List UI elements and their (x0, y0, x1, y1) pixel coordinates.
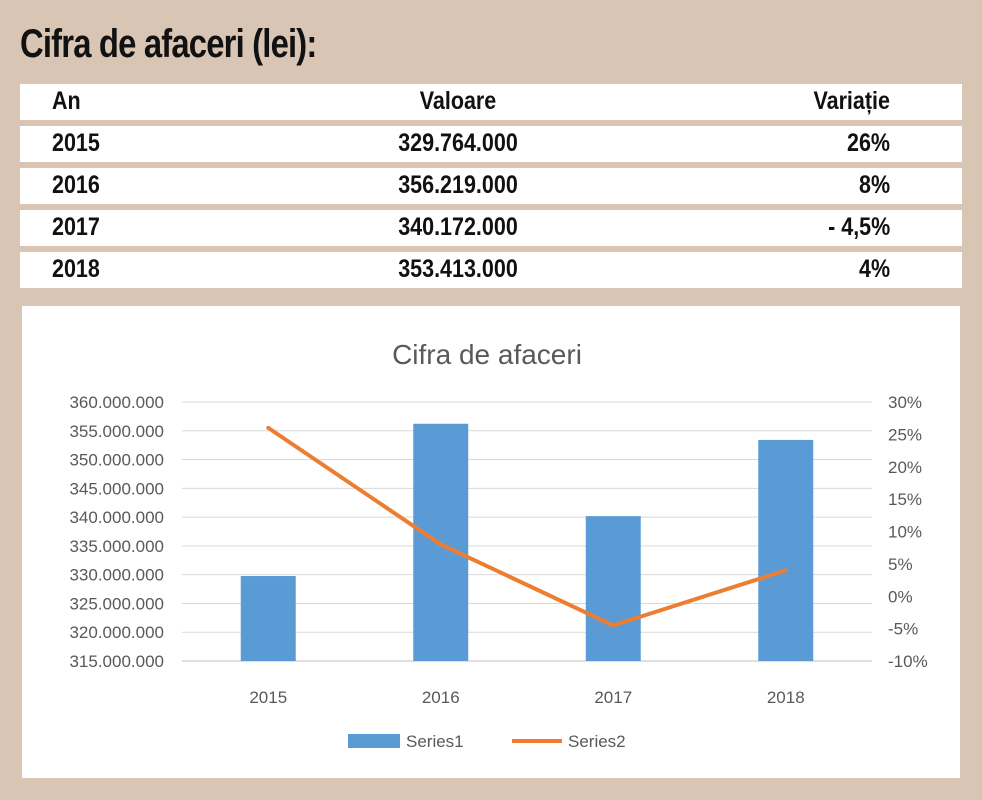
revenue-table: An Valoare Variație 2015 329.764.000 26%… (20, 84, 962, 294)
combo-chart: Cifra de afaceri 360.000.000355.000.0003… (69, 339, 928, 751)
cell-value: 353.413.000 (398, 255, 518, 283)
left-tick-label: 330.000.000 (69, 566, 164, 585)
x-tick-label: 2015 (249, 688, 287, 707)
table-header-row: An Valoare Variație (20, 84, 962, 120)
left-tick-label: 355.000.000 (69, 422, 164, 441)
chart-title: Cifra de afaceri (392, 339, 582, 370)
bar (585, 516, 641, 661)
cell-year: 2017 (52, 213, 100, 241)
left-tick-label: 335.000.000 (69, 537, 164, 556)
cell-variation: 26% (846, 129, 890, 157)
table-row: 2018 353.413.000 4% (20, 252, 962, 288)
gridlines (182, 401, 872, 662)
chart-panel: Cifra de afaceri 360.000.000 355.000.000 3… (22, 306, 960, 778)
right-tick-label: -5% (888, 620, 918, 639)
right-tick-label: 20% (888, 458, 922, 477)
right-tick-label: 30% (888, 393, 922, 412)
cell-variation: 8% (858, 171, 890, 199)
series2-line (266, 425, 788, 628)
legend-swatch-series1 (348, 734, 400, 748)
left-tick-label: 345.000.000 (69, 479, 164, 498)
legend-label-series1: Series1 (406, 732, 464, 751)
right-axis: 30% 25% 20% 15% 10% 5% 0% -5% -10% (888, 393, 928, 671)
right-tick-label: 5% (888, 555, 913, 574)
table-row: 2017 340.172.000 - 4,5% (20, 210, 962, 246)
right-tick-label: 25% (888, 425, 922, 444)
cell-year: 2016 (52, 171, 100, 199)
cell-value: 340.172.000 (398, 213, 518, 241)
x-axis: 2015 2016 2017 2018 (249, 688, 804, 707)
header-variation: Variație (813, 87, 890, 115)
cell-variation: - 4,5% (827, 213, 890, 241)
right-tick-label: 15% (888, 490, 922, 509)
right-tick-label: 10% (888, 523, 922, 542)
legend: Series1 Series2 (348, 732, 626, 751)
cell-year: 2018 (52, 255, 100, 283)
table-row: 2015 329.764.000 26% (20, 126, 962, 162)
cell-value: 329.764.000 (398, 129, 518, 157)
x-tick-label: 2017 (594, 688, 632, 707)
header-year: An (52, 87, 81, 115)
left-tick-label: 315.000.000 (69, 652, 164, 671)
left-tick-label: 340.000.000 (69, 508, 164, 527)
bar-series (240, 423, 814, 661)
cell-year: 2015 (52, 129, 100, 157)
left-tick-label: 350.000.000 (69, 451, 164, 470)
line-series (266, 425, 788, 628)
right-tick-label: -10% (888, 652, 928, 671)
left-tick-label: 325.000.000 (69, 594, 164, 613)
legend-label-series2: Series2 (568, 732, 626, 751)
left-axis: 360.000.000 355.000.000 350.000.000 345.000… (69, 393, 164, 671)
left-tick-label: 360.000.000 (69, 393, 164, 412)
x-tick-label: 2016 (422, 688, 460, 707)
cell-value: 356.219.000 (398, 171, 518, 199)
table-row: 2016 356.219.000 8% (20, 168, 962, 204)
bar (758, 439, 814, 661)
header-value: Valoare (419, 87, 497, 115)
page-heading: Cifra de afaceri (lei): (20, 22, 317, 66)
x-tick-label: 2018 (767, 688, 805, 707)
bar (240, 576, 296, 661)
cell-variation: 4% (858, 255, 890, 283)
left-tick-label: 320.000.000 (69, 623, 164, 642)
right-tick-label: 0% (888, 587, 913, 606)
